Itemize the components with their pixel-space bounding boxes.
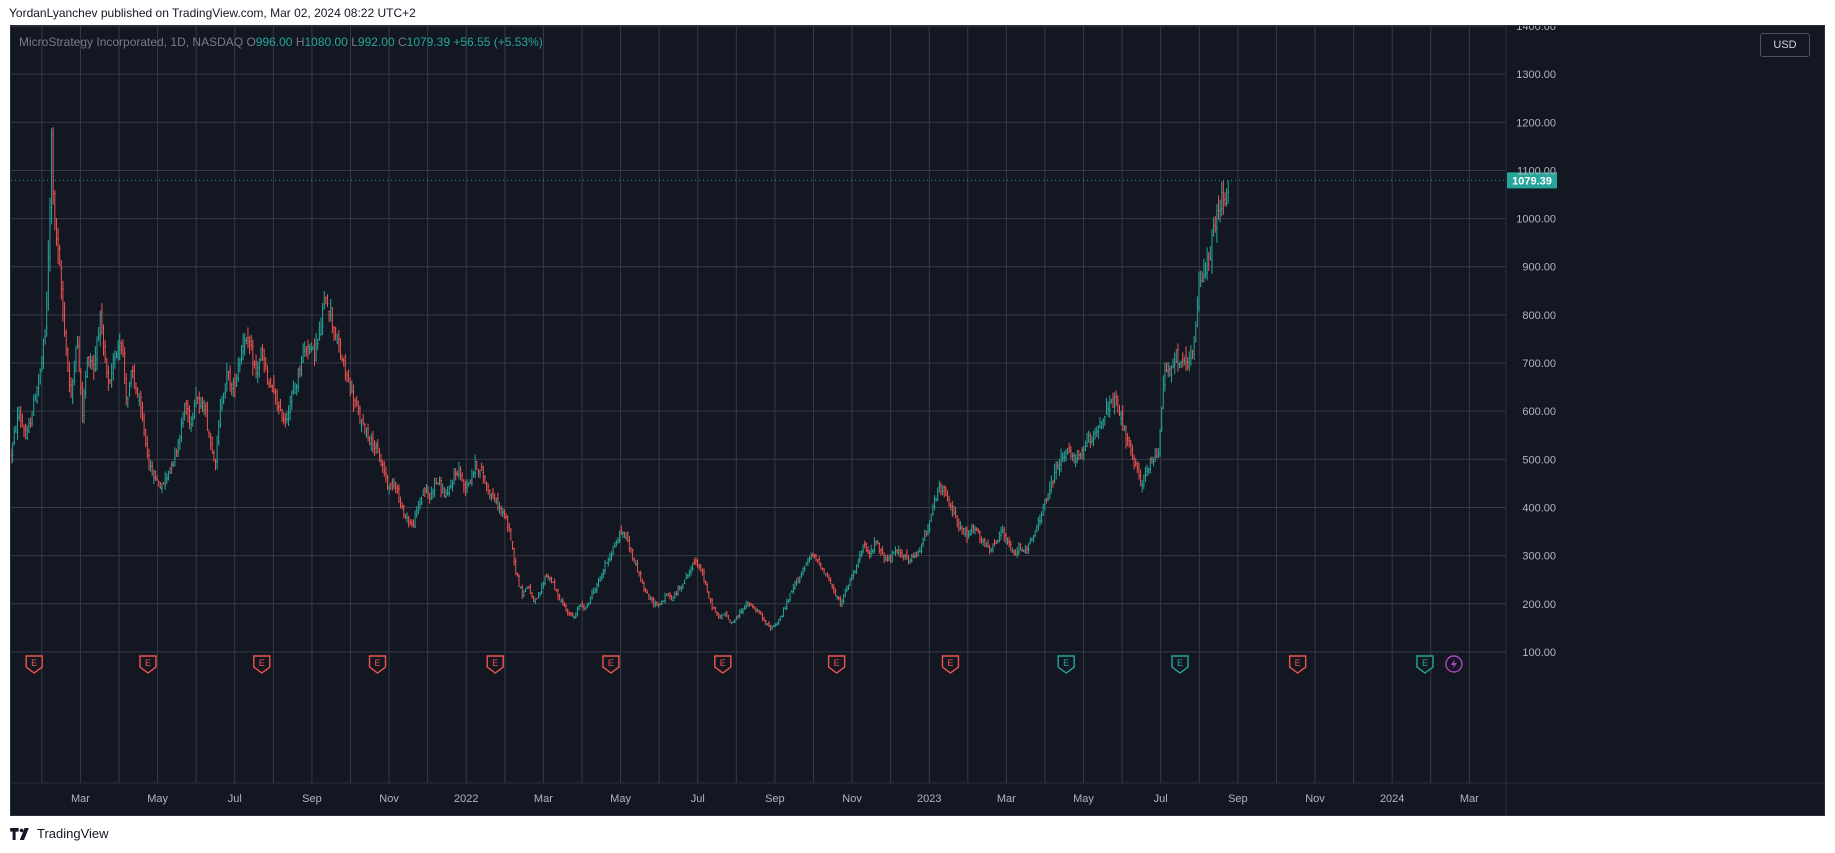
chart-pane[interactable]: 1079.39 1400.00 1300.00 1200.00 1100.00 1000… bbox=[10, 25, 1825, 816]
tradingview-logo-icon bbox=[10, 827, 29, 840]
time-tick-label: Nov bbox=[379, 793, 399, 805]
last-price-line: 1079.39 bbox=[11, 172, 1557, 189]
currency-button[interactable]: USD bbox=[1760, 33, 1810, 57]
time-tick-label: 2022 bbox=[454, 793, 478, 805]
earnings-marker-icon bbox=[602, 655, 620, 674]
earnings-marker-letter: E bbox=[375, 658, 381, 668]
earnings-marker-letter: E bbox=[834, 658, 840, 668]
earnings-marker-letter: E bbox=[492, 658, 498, 668]
price-tick-label: 1200.00 bbox=[1516, 117, 1556, 129]
high-value: 1080.00 bbox=[304, 35, 348, 49]
earnings-marker-icon bbox=[1416, 655, 1434, 674]
published-by-line: YordanLyanchev published on TradingView.… bbox=[9, 6, 416, 20]
time-tick-label: Sep bbox=[765, 793, 785, 805]
price-tick-label: 100.00 bbox=[1522, 647, 1556, 659]
time-tick-label: Jul bbox=[228, 793, 242, 805]
time-axis[interactable]: Mar May Jul Sep Nov 2022 Mar May Jul Sep Nov 2023 Ma… bbox=[11, 782, 1825, 805]
earnings-marker-icon bbox=[486, 655, 504, 674]
price-axis[interactable]: 1400.00 1300.00 1200.00 1100.00 1000.00 900.0… bbox=[1505, 26, 1556, 816]
earnings-marker-icon bbox=[941, 655, 960, 674]
price-tick-label: 400.00 bbox=[1522, 502, 1556, 514]
price-tick-label: 800.00 bbox=[1522, 310, 1556, 322]
time-tick-label: May bbox=[610, 793, 631, 805]
earnings-marker-icon bbox=[253, 655, 271, 674]
earnings-marker-icon bbox=[1171, 655, 1189, 674]
earnings-marker-letter: E bbox=[720, 658, 726, 668]
earnings-marker-icon bbox=[1288, 655, 1307, 674]
time-tick-label: May bbox=[147, 793, 168, 805]
earnings-marker-letter: E bbox=[1422, 658, 1428, 668]
tradingview-brand[interactable]: TradingView bbox=[10, 826, 109, 841]
price-tick-label: 500.00 bbox=[1522, 454, 1556, 466]
time-tick-label: Mar bbox=[1460, 793, 1479, 805]
last-price-badge bbox=[1507, 172, 1557, 189]
earnings-marker-icon bbox=[714, 655, 732, 674]
brand-name: TradingView bbox=[37, 826, 109, 841]
open-key: O bbox=[246, 35, 256, 49]
time-tick-label: Nov bbox=[1305, 793, 1325, 805]
time-tick-label: 2024 bbox=[1380, 793, 1404, 805]
price-tick-label: 1100.00 bbox=[1517, 165, 1556, 177]
earnings-marker-letter: E bbox=[1295, 658, 1301, 668]
time-tick-label: May bbox=[1073, 793, 1094, 805]
change-value: +56.55 (+5.53%) bbox=[453, 35, 543, 49]
time-tick-label: Mar bbox=[534, 793, 553, 805]
symbol-name: MicroStrategy Incorporated, 1D, NASDAQ bbox=[19, 35, 244, 49]
price-tick-label: 600.00 bbox=[1522, 406, 1556, 418]
price-tick-label: 1000.00 bbox=[1516, 214, 1556, 226]
time-tick-label: 2023 bbox=[917, 793, 941, 805]
time-tick-label: Sep bbox=[1228, 793, 1248, 805]
low-key: L bbox=[351, 35, 358, 49]
earnings-marker-letter: E bbox=[1063, 658, 1069, 668]
candles bbox=[11, 127, 1230, 631]
low-value: 992.00 bbox=[357, 35, 395, 49]
time-tick-label: Jul bbox=[1154, 793, 1168, 805]
time-tick-label: Jul bbox=[691, 793, 705, 805]
candlestick-chart[interactable]: 1079.39 1400.00 1300.00 1200.00 1100.00 1000… bbox=[11, 26, 1825, 816]
earnings-marker-icon bbox=[827, 655, 846, 674]
earnings-marker-icon bbox=[25, 655, 43, 674]
earnings-marker-icon bbox=[1057, 655, 1075, 674]
earnings-marker-letter: E bbox=[608, 658, 614, 668]
time-tick-label: Sep bbox=[302, 793, 322, 805]
high-key: H bbox=[295, 35, 305, 49]
price-tick-label: 700.00 bbox=[1522, 358, 1556, 370]
price-tick-label: 1400.00 bbox=[1516, 26, 1556, 33]
close-key: C bbox=[397, 35, 407, 49]
earnings-marker-icon bbox=[368, 655, 387, 674]
time-tick-label: Mar bbox=[71, 793, 90, 805]
earnings-marker-icon bbox=[139, 655, 157, 674]
earnings-marker-letter: E bbox=[31, 658, 37, 668]
grid-lines bbox=[11, 26, 1506, 783]
earnings-marker-letter: E bbox=[947, 658, 953, 668]
price-tick-label: 300.00 bbox=[1522, 551, 1556, 563]
time-tick-label: Mar bbox=[997, 793, 1016, 805]
lightning-glyph bbox=[1450, 659, 1457, 669]
open-value: 996.00 bbox=[255, 35, 293, 49]
price-tick-label: 900.00 bbox=[1522, 262, 1556, 274]
earnings-marker-letter: E bbox=[1177, 658, 1183, 668]
symbol-legend: MicroStrategy Incorporated, 1D, NASDAQ O… bbox=[19, 35, 543, 49]
time-tick-label: Nov bbox=[842, 793, 862, 805]
price-tick-label: 200.00 bbox=[1522, 599, 1556, 611]
price-tick-label: 1300.00 bbox=[1516, 69, 1556, 81]
earnings-marker-letter: E bbox=[259, 658, 265, 668]
close-value: 1079.39 bbox=[406, 35, 451, 49]
earnings-marker-letter: E bbox=[145, 658, 151, 668]
last-price-label: 1079.39 bbox=[1512, 175, 1552, 187]
